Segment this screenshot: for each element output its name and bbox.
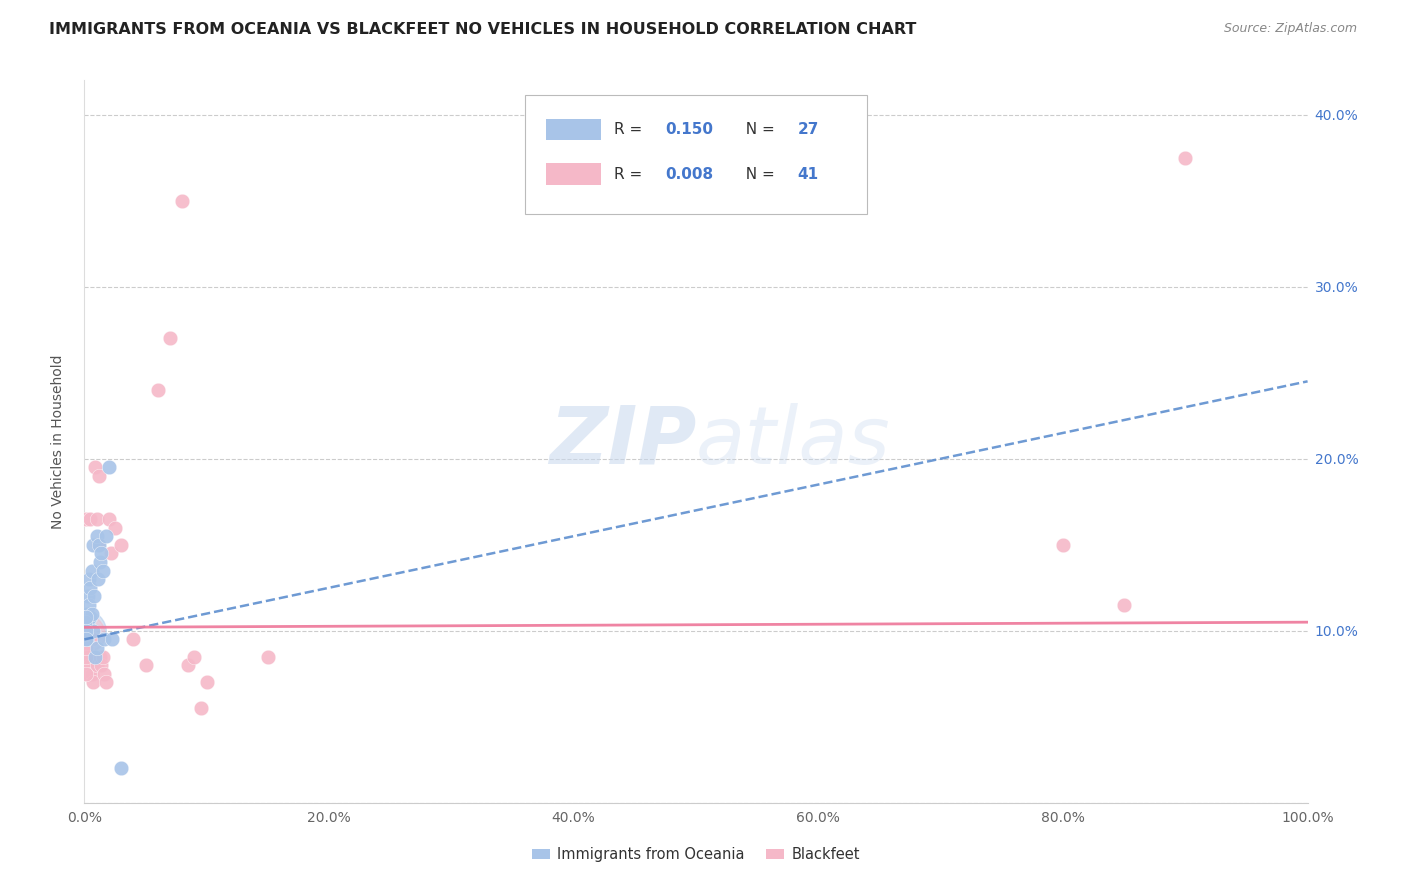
Point [80, 666, 103, 681]
Point [135, 658, 157, 673]
Text: 41: 41 [797, 167, 818, 182]
Point [76, 607, 98, 621]
Point [82, 675, 104, 690]
Text: R =: R = [614, 122, 652, 136]
Point [101, 632, 124, 647]
Point [172, 194, 194, 208]
Text: Source: ZipAtlas.com: Source: ZipAtlas.com [1223, 22, 1357, 36]
Legend: Immigrants from Oceania, Blackfeet: Immigrants from Oceania, Blackfeet [526, 841, 866, 868]
Point [73, 624, 96, 638]
Point [1174, 151, 1197, 165]
FancyBboxPatch shape [524, 95, 868, 214]
Point [73, 615, 96, 630]
Point [77, 598, 100, 612]
Point [75, 624, 97, 638]
Point [90, 546, 112, 560]
Point [1052, 538, 1074, 552]
Point [89, 649, 111, 664]
Point [75, 610, 97, 624]
Point [84, 649, 107, 664]
Point [82, 624, 104, 638]
Point [75, 632, 97, 647]
Point [79, 658, 101, 673]
Point [76, 658, 98, 673]
Text: 27: 27 [797, 122, 818, 136]
Point [83, 590, 105, 604]
Point [87, 469, 110, 483]
Point [83, 649, 105, 664]
Point [77, 572, 100, 586]
Point [87, 538, 110, 552]
Point [86, 658, 108, 673]
Point [80, 607, 103, 621]
Point [84, 460, 107, 475]
Point [1114, 598, 1136, 612]
Point [87, 572, 110, 586]
Text: R =: R = [614, 167, 652, 182]
Point [82, 538, 104, 552]
Point [75, 666, 97, 681]
Point [79, 581, 101, 595]
Point [75, 624, 97, 638]
Point [183, 649, 205, 664]
Point [90, 658, 112, 673]
Point [73, 627, 96, 641]
Point [159, 331, 181, 345]
Text: atlas: atlas [696, 402, 891, 481]
Point [76, 632, 98, 647]
Point [110, 538, 132, 552]
Point [97, 512, 120, 526]
Point [257, 649, 280, 664]
Point [110, 761, 132, 775]
Text: 0.008: 0.008 [665, 167, 713, 182]
Point [73, 632, 96, 647]
Point [122, 632, 145, 647]
Point [195, 675, 218, 690]
Point [75, 649, 97, 664]
Point [80, 564, 103, 578]
Point [86, 640, 108, 655]
Point [87, 538, 110, 552]
Point [79, 610, 101, 624]
Point [190, 701, 212, 715]
Point [177, 658, 200, 673]
Text: 0.150: 0.150 [665, 122, 713, 136]
Point [77, 666, 100, 681]
Text: ZIP: ZIP [548, 402, 696, 481]
Point [75, 624, 97, 638]
Point [91, 564, 114, 578]
Point [146, 383, 169, 397]
Point [96, 529, 118, 543]
Point [104, 520, 127, 534]
Point [77, 615, 100, 630]
Point [96, 675, 118, 690]
Point [77, 632, 100, 647]
Point [80, 632, 103, 647]
Point [86, 529, 108, 543]
Point [75, 632, 97, 647]
Point [100, 546, 122, 560]
Point [73, 627, 96, 641]
Point [75, 640, 97, 655]
Point [93, 632, 115, 647]
Point [79, 512, 101, 526]
Text: IMMIGRANTS FROM OCEANIA VS BLACKFEET NO VEHICLES IN HOUSEHOLD CORRELATION CHART: IMMIGRANTS FROM OCEANIA VS BLACKFEET NO … [49, 22, 917, 37]
Y-axis label: No Vehicles in Household: No Vehicles in Household [51, 354, 65, 529]
Point [86, 512, 108, 526]
Bar [546, 163, 600, 185]
Point [91, 649, 114, 664]
Point [89, 555, 111, 569]
Point [76, 640, 98, 655]
Text: N =: N = [737, 167, 780, 182]
Text: N =: N = [737, 122, 780, 136]
Point [97, 460, 120, 475]
Point [93, 666, 115, 681]
Bar [546, 119, 600, 140]
Point [75, 512, 97, 526]
Point [77, 666, 100, 681]
Point [77, 649, 100, 664]
Point [77, 590, 100, 604]
